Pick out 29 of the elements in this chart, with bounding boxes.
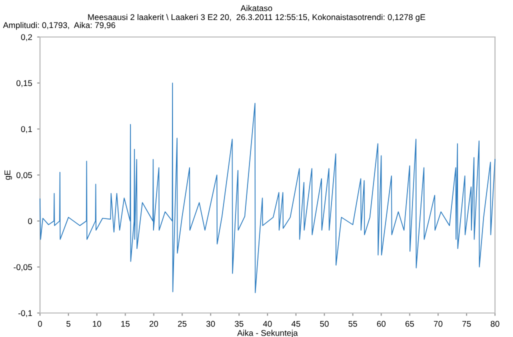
x-tick-label: 80 bbox=[490, 320, 500, 327]
x-tick-label: 5 bbox=[66, 320, 70, 327]
x-tick-label: 55 bbox=[348, 320, 358, 327]
x-tick-label: 40 bbox=[263, 320, 272, 327]
chart-subtitle: Meesaausi 2 laakerit \ Laakeri 3 E2 20, 26.3.2011 12:55:15, Kokonaistasotrendi: 0,1278 gE bbox=[88, 14, 426, 22]
x-tick-label: 25 bbox=[178, 320, 186, 327]
x-tick-label: 45 bbox=[291, 320, 300, 327]
y-tick-label: -0,05 bbox=[14, 264, 32, 272]
x-tick-label: 65 bbox=[405, 320, 414, 327]
chart-title: Aikataso bbox=[240, 5, 272, 12]
x-tick-label: 15 bbox=[121, 320, 130, 327]
y-tick-label: -0,1 bbox=[18, 310, 32, 318]
x-tick-label: 60 bbox=[377, 320, 386, 327]
x-tick-label: 70 bbox=[434, 320, 442, 327]
x-tick-label: 35 bbox=[234, 320, 244, 327]
y-tick-label: 0,05 bbox=[16, 172, 32, 180]
line-series bbox=[40, 82, 496, 294]
x-tick-label: 50 bbox=[320, 320, 329, 327]
y-tick-label: 0,1 bbox=[21, 126, 32, 134]
text: Amplitudi: 0,1793, Aika: 79,96 bbox=[3, 22, 116, 30]
y-tick-label: 0,15 bbox=[16, 80, 32, 88]
x-tick-label: 20 bbox=[150, 320, 158, 327]
x-tick-label: 10 bbox=[92, 320, 102, 327]
y-tick-label: 0,2 bbox=[21, 34, 32, 42]
y-tick-label: 0 bbox=[28, 218, 32, 224]
x-tick-label: 0 bbox=[38, 320, 42, 327]
x-tick-label: 30 bbox=[206, 320, 215, 327]
x-tick-label: 75 bbox=[462, 320, 471, 327]
y-axis-title: gE bbox=[4, 170, 12, 180]
